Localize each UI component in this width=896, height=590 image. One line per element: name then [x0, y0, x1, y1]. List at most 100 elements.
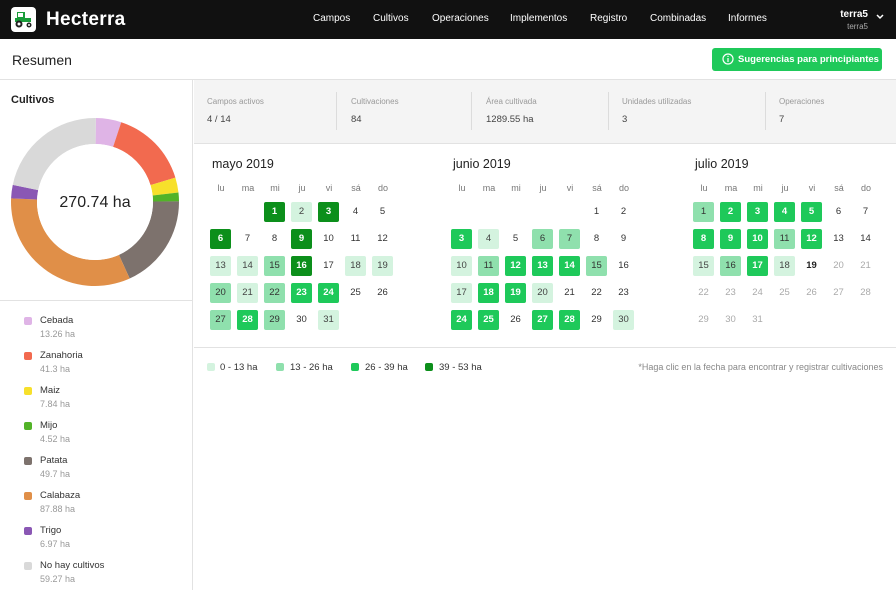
- calendar-day[interactable]: 31: [318, 310, 339, 330]
- calendar-day[interactable]: 20: [210, 283, 231, 303]
- calendar-day[interactable]: 22: [591, 287, 602, 298]
- calendar-day[interactable]: 25: [350, 287, 361, 298]
- calendar-day[interactable]: 5: [801, 202, 822, 222]
- calendar-day[interactable]: 12: [801, 229, 822, 249]
- calendar-day[interactable]: 6: [210, 229, 231, 249]
- chevron-down-icon[interactable]: [876, 14, 884, 20]
- calendar-day[interactable]: 14: [237, 256, 258, 276]
- calendar-day[interactable]: 1: [693, 202, 714, 222]
- calendar-day[interactable]: 8: [693, 229, 714, 249]
- calendar-day[interactable]: 24: [318, 283, 339, 303]
- donut-slice-no-hay-cultivos[interactable]: [12, 118, 96, 191]
- nav-informes[interactable]: Informes: [728, 13, 767, 24]
- calendar-day[interactable]: 6: [835, 206, 842, 217]
- calendar-day[interactable]: 4: [774, 202, 795, 222]
- calendar-day[interactable]: 30: [296, 314, 307, 325]
- calendar-day[interactable]: 16: [720, 256, 741, 276]
- calendar-day[interactable]: 21: [860, 260, 871, 271]
- calendar-day[interactable]: 15: [693, 256, 714, 276]
- calendar-day[interactable]: 24: [451, 310, 472, 330]
- calendar-day[interactable]: 2: [291, 202, 312, 222]
- calendar-day[interactable]: 15: [264, 256, 285, 276]
- calendar-day[interactable]: 14: [860, 233, 871, 244]
- calendar-day[interactable]: 1: [593, 206, 600, 217]
- calendar-day[interactable]: 30: [725, 314, 736, 325]
- calendar-day[interactable]: 29: [264, 310, 285, 330]
- crops-donut-chart[interactable]: [10, 117, 180, 287]
- calendar-day[interactable]: 3: [451, 229, 472, 249]
- calendar-day[interactable]: 19: [505, 283, 526, 303]
- donut-slice-patata[interactable]: [118, 201, 180, 279]
- calendar-day[interactable]: 18: [774, 256, 795, 276]
- calendar-day[interactable]: 26: [510, 314, 521, 325]
- calendar-day[interactable]: 13: [210, 256, 231, 276]
- calendar-day[interactable]: 20: [532, 283, 553, 303]
- calendar-day[interactable]: 16: [291, 256, 312, 276]
- calendar-day[interactable]: 19: [806, 260, 817, 271]
- calendar-day[interactable]: 30: [613, 310, 634, 330]
- calendar-day[interactable]: 5: [379, 206, 386, 217]
- calendar-day[interactable]: 2: [720, 202, 741, 222]
- calendar-day[interactable]: 6: [532, 229, 553, 249]
- calendar-day[interactable]: 1: [264, 202, 285, 222]
- calendar-day[interactable]: 15: [586, 256, 607, 276]
- calendar-day[interactable]: 2: [620, 206, 627, 217]
- calendar-day[interactable]: 17: [323, 260, 334, 271]
- user-name[interactable]: terra5: [840, 9, 868, 20]
- calendar-day[interactable]: 18: [345, 256, 366, 276]
- calendar-day[interactable]: 27: [532, 310, 553, 330]
- tractor-logo-icon[interactable]: [11, 7, 36, 32]
- calendar-day[interactable]: 9: [291, 229, 312, 249]
- donut-slice-trigo[interactable]: [11, 184, 39, 200]
- nav-cultivos[interactable]: Cultivos: [373, 13, 409, 24]
- calendar-day[interactable]: 29: [698, 314, 709, 325]
- calendar-day[interactable]: 19: [372, 256, 393, 276]
- calendar-day[interactable]: 11: [350, 233, 361, 244]
- calendar-day[interactable]: 12: [505, 256, 526, 276]
- calendar-day[interactable]: 21: [564, 287, 575, 298]
- calendar-day[interactable]: 11: [478, 256, 499, 276]
- calendar-day[interactable]: 3: [318, 202, 339, 222]
- nav-implementos[interactable]: Implementos: [510, 13, 568, 24]
- calendar-day[interactable]: 7: [244, 233, 251, 244]
- calendar-day[interactable]: 17: [747, 256, 768, 276]
- calendar-day[interactable]: 5: [512, 233, 519, 244]
- calendar-day[interactable]: 9: [720, 229, 741, 249]
- donut-slice-zanahoria[interactable]: [113, 122, 176, 186]
- donut-slice-maiz[interactable]: [150, 177, 179, 196]
- calendar-day[interactable]: 22: [698, 287, 709, 298]
- calendar-day[interactable]: 13: [532, 256, 553, 276]
- calendar-day[interactable]: 17: [451, 283, 472, 303]
- calendar-day[interactable]: 10: [747, 229, 768, 249]
- calendar-day[interactable]: 22: [264, 283, 285, 303]
- calendar-day[interactable]: 4: [352, 206, 359, 217]
- donut-slice-calabaza[interactable]: [11, 198, 130, 286]
- calendar-day[interactable]: 25: [478, 310, 499, 330]
- calendar-day[interactable]: 28: [860, 287, 871, 298]
- calendar-day[interactable]: 25: [779, 287, 790, 298]
- calendar-day[interactable]: 27: [210, 310, 231, 330]
- nav-combinadas[interactable]: Combinadas: [650, 13, 707, 24]
- calendar-day[interactable]: 3: [747, 202, 768, 222]
- calendar-day[interactable]: 23: [725, 287, 736, 298]
- nav-registro[interactable]: Registro: [590, 13, 628, 24]
- calendar-day[interactable]: 18: [478, 283, 499, 303]
- calendar-day[interactable]: 11: [774, 229, 795, 249]
- calendar-day[interactable]: 29: [591, 314, 602, 325]
- calendar-day[interactable]: 8: [593, 233, 600, 244]
- calendar-day[interactable]: 16: [618, 260, 629, 271]
- calendar-day[interactable]: 31: [752, 314, 763, 325]
- calendar-day[interactable]: 23: [291, 283, 312, 303]
- calendar-day[interactable]: 21: [237, 283, 258, 303]
- calendar-day[interactable]: 7: [862, 206, 869, 217]
- calendar-day[interactable]: 26: [806, 287, 817, 298]
- calendar-day[interactable]: 24: [752, 287, 763, 298]
- calendar-day[interactable]: 20: [833, 260, 844, 271]
- calendar-day[interactable]: 7: [559, 229, 580, 249]
- app-name[interactable]: Hecterra: [46, 9, 126, 30]
- calendar-day[interactable]: 12: [377, 233, 388, 244]
- calendar-day[interactable]: 9: [620, 233, 627, 244]
- calendar-day[interactable]: 10: [323, 233, 334, 244]
- nav-campos[interactable]: Campos: [313, 13, 351, 24]
- beginner-suggestions-button[interactable]: Sugerencias para principiantes: [712, 48, 882, 71]
